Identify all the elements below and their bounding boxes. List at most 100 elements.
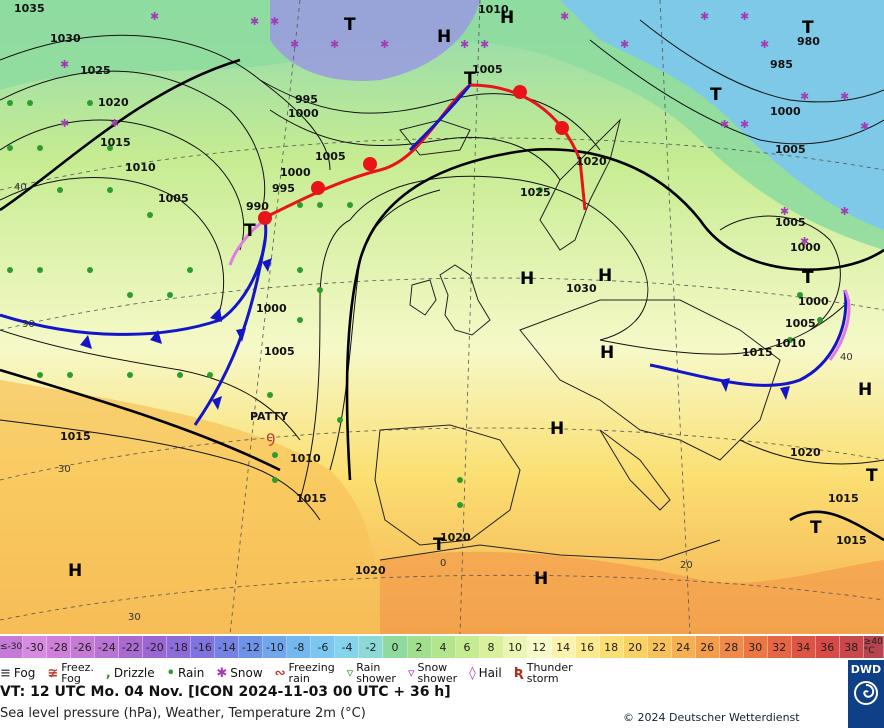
- isobar-label: 1000: [790, 241, 821, 254]
- cold-front-east: [649, 289, 848, 387]
- fog-icon: ≡: [0, 665, 11, 681]
- isobar-label: 1005: [785, 317, 816, 330]
- scale-cell: 10: [503, 636, 528, 658]
- svg-text:✱: ✱: [700, 10, 709, 23]
- scale-cell: -30: [23, 636, 48, 658]
- main-isobars: [0, 58, 884, 542]
- scale-cell: 32: [767, 636, 792, 658]
- scale-cell: 4: [431, 636, 456, 658]
- isobar-label: 1020: [576, 155, 607, 168]
- scale-cell: 12: [527, 636, 552, 658]
- isobar-label: 1020: [98, 96, 129, 109]
- svg-text:✱: ✱: [290, 38, 299, 51]
- scale-cell: -14: [215, 636, 240, 658]
- pressure-labels: 1035 1030 1025 1020 1015 1010 1005 1000 …: [14, 2, 867, 577]
- temperature-labels: 40 40 30 30 30 20 0: [14, 182, 853, 623]
- isobar-label: 1010: [775, 337, 806, 350]
- svg-text:20: 20: [680, 560, 693, 571]
- isobar-label: 1010: [125, 161, 156, 174]
- svg-text:✱: ✱: [150, 10, 159, 23]
- low-center: T: [464, 69, 476, 89]
- isobar-label: 1010: [478, 3, 509, 16]
- legend-label: Fog: [13, 666, 36, 680]
- isobar-label: 1020: [355, 564, 386, 577]
- isobar-label: 1015: [828, 492, 859, 505]
- legend-item: ≡ Fog: [0, 666, 35, 681]
- scale-cell: 30: [743, 636, 768, 658]
- isobar-label: 1025: [520, 186, 551, 199]
- cold-front-north: [408, 84, 472, 152]
- isobar-label: 1010: [290, 452, 321, 465]
- hail-icon: ◊: [469, 665, 476, 681]
- greenland-cold: [270, 0, 480, 81]
- legend-item: , Drizzle: [106, 666, 155, 681]
- svg-text:✱: ✱: [840, 205, 849, 218]
- isobar-label: 1000: [288, 107, 319, 120]
- isobar-label: 1025: [80, 64, 111, 77]
- low-center: T: [244, 221, 256, 241]
- legend-item: ≆ Freez. Fog: [47, 662, 94, 684]
- scale-cell: 18: [599, 636, 624, 658]
- isobar-label: 1020: [440, 531, 471, 544]
- legend-label: Thunder storm: [526, 661, 573, 685]
- snow-shower-icon: ▿: [407, 665, 415, 681]
- svg-text:✱: ✱: [620, 38, 629, 51]
- svg-text:✱: ✱: [250, 15, 259, 28]
- svg-text:✱: ✱: [740, 10, 749, 23]
- isobar-label: 1005: [472, 63, 503, 76]
- dwd-logo: DWD: [848, 660, 884, 728]
- svg-text:✱: ✱: [800, 235, 809, 248]
- legend-item: ∾ Freezing rain: [275, 662, 335, 684]
- svg-text:✱: ✱: [720, 118, 729, 131]
- svg-text:✱: ✱: [60, 58, 69, 71]
- isobar-label: 1015: [60, 430, 91, 443]
- svg-text:30: 30: [128, 612, 141, 623]
- svg-text:40: 40: [14, 182, 27, 193]
- map-description: Sea level pressure (hPa), Weather, Tempe…: [0, 706, 366, 721]
- rain-shower-icon: ▿: [346, 665, 354, 681]
- svg-text:✱: ✱: [860, 120, 869, 133]
- low-center: T: [802, 18, 814, 38]
- isobar-label: 1000: [770, 105, 801, 118]
- svg-text:✱: ✱: [560, 10, 569, 23]
- svg-text:✱: ✱: [840, 90, 849, 103]
- warm-air-africa: [380, 551, 884, 634]
- isobar-label: 1005: [775, 216, 806, 229]
- thunderstorm-icon: Ʀ: [513, 665, 524, 681]
- high-center: H: [437, 27, 451, 47]
- scale-cell: -22: [119, 636, 144, 658]
- scale-cell: -20: [143, 636, 168, 658]
- scale-cell: -28: [47, 636, 72, 658]
- scale-cell: -26: [71, 636, 96, 658]
- isobar-label: 980: [797, 35, 820, 48]
- high-center: H: [520, 269, 534, 289]
- isobar-label: 1005: [775, 143, 806, 156]
- high-center: H: [534, 569, 548, 589]
- legend-item: ▿ Snow shower: [408, 662, 457, 684]
- pressure-systems: H H H H H H H H H T T T T T T T T T: [68, 8, 878, 589]
- svg-text:30: 30: [58, 464, 71, 475]
- legend-item: ✱ Snow: [216, 666, 262, 681]
- scale-cell: 28: [719, 636, 744, 658]
- isobar-label: 1000: [798, 295, 829, 308]
- svg-text:✱: ✱: [740, 118, 749, 131]
- weather-legend: ≡ Fog ≆ Freez. Fog, Drizzle • Rain ✱ Snow ∾ Freezin…: [0, 660, 850, 686]
- scale-cell: 16: [575, 636, 600, 658]
- dwd-swirl-icon: [854, 681, 878, 705]
- legend-label: Freez. Fog: [61, 661, 94, 685]
- low-center: T: [802, 268, 814, 288]
- legend-item: ▿ Rain shower: [347, 662, 396, 684]
- scale-cell: 26: [695, 636, 720, 658]
- scale-cell: ≥40 °C: [863, 636, 884, 658]
- isobar-label: 1000: [256, 302, 287, 315]
- legend-label: Freezing rain: [288, 661, 335, 685]
- freezing-fog-icon: ≆: [47, 665, 59, 681]
- svg-text:✱: ✱: [110, 117, 119, 130]
- logo-text: DWD: [850, 663, 882, 676]
- isobar-label: 1030: [566, 282, 597, 295]
- svg-text:0: 0: [440, 558, 446, 569]
- isobar-label: 990: [246, 200, 269, 213]
- svg-text:✱: ✱: [380, 38, 389, 51]
- scale-cell: 36: [815, 636, 840, 658]
- legend-label: Rain: [177, 666, 205, 680]
